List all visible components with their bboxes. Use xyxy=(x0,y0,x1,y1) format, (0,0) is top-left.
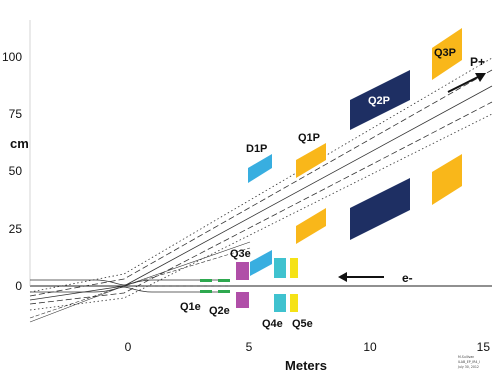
y-axis-label: cm xyxy=(10,136,29,151)
y-ticks: 0 25 50 75 100 xyxy=(2,50,22,293)
beam-direction-markers: P+ e- xyxy=(338,55,486,285)
magnet-Q3P-lower xyxy=(432,154,462,205)
crossing-line-b xyxy=(29,247,251,319)
magnet-Q1P-lower xyxy=(296,208,326,244)
proton-envelope-outer-upper xyxy=(29,57,493,293)
label-Q1P: Q1P xyxy=(298,132,320,144)
magnet-Q1e-upper xyxy=(200,279,212,282)
magnets xyxy=(200,28,462,312)
x-tick-5: 5 xyxy=(246,340,253,354)
y-tick-0: 0 xyxy=(15,279,22,293)
magnet-Q5e-upper xyxy=(290,258,298,278)
x-tick-10: 10 xyxy=(363,340,377,354)
magnet-Q2e-lower xyxy=(218,290,230,293)
magnet-Q5e-lower xyxy=(290,294,298,312)
magnet-Q2e-upper xyxy=(218,279,230,282)
label-Q2P: Q2P xyxy=(368,95,390,107)
electron-envelope-lower xyxy=(30,286,230,293)
magnet-Q3e-upper xyxy=(236,262,249,280)
magnet-Q4e-upper xyxy=(274,258,286,278)
electron-beam-label: e- xyxy=(402,271,413,285)
x-ticks: 0 5 10 15 xyxy=(125,340,491,354)
label-D1P: D1P xyxy=(246,143,267,155)
magnet-labels: Q3P Q2P Q1P D1P Q3e Q4e Q5e Q1e Q2e xyxy=(180,47,456,330)
label-Q3e: Q3e xyxy=(230,248,251,260)
beam-envelopes xyxy=(29,57,493,323)
magnet-Q3P-upper xyxy=(432,28,462,80)
electron-envelope-upper xyxy=(30,279,230,286)
grid xyxy=(29,20,492,287)
magnet-D1P xyxy=(248,154,272,183)
magnet-Q2P-lower xyxy=(350,178,410,240)
electron-direction-arrow xyxy=(338,272,384,282)
magnet-Q1P-upper xyxy=(296,143,326,178)
label-Q5e: Q5e xyxy=(292,318,313,330)
magnet-Q4e-lower xyxy=(274,294,286,312)
y-tick-75: 75 xyxy=(9,107,23,121)
magnet-Q3e-lower xyxy=(236,292,249,308)
magnet-Q2P-upper xyxy=(350,70,410,130)
y-tick-25: 25 xyxy=(9,222,23,236)
label-Q4e: Q4e xyxy=(262,318,283,330)
label-Q1e: Q1e xyxy=(180,301,201,313)
proton-envelope-outer-lower xyxy=(29,113,493,311)
label-Q2e: Q2e xyxy=(209,305,230,317)
author-credit: M.Sullivan ILAB_EP_IR4_I July 30, 2012 xyxy=(457,355,480,369)
magnet-D1e xyxy=(250,250,272,276)
credit-line-3: July 30, 2012 xyxy=(457,365,479,369)
proton-envelope-upper xyxy=(29,69,493,297)
y-tick-100: 100 xyxy=(2,50,22,64)
x-tick-15: 15 xyxy=(477,340,491,354)
proton-direction-arrow xyxy=(447,73,486,93)
magnet-Q1e-lower xyxy=(200,290,212,293)
proton-beam-label: P+ xyxy=(470,55,485,69)
x-tick-0: 0 xyxy=(125,340,132,354)
credit-line-1: M.Sullivan xyxy=(458,355,474,359)
y-tick-50: 50 xyxy=(9,164,23,178)
x-axis-label: Meters xyxy=(285,358,327,373)
credit-line-2: ILAB_EP_IR4_I xyxy=(458,360,480,364)
label-Q3P: Q3P xyxy=(434,47,456,59)
proton-envelope-lower xyxy=(29,101,493,305)
